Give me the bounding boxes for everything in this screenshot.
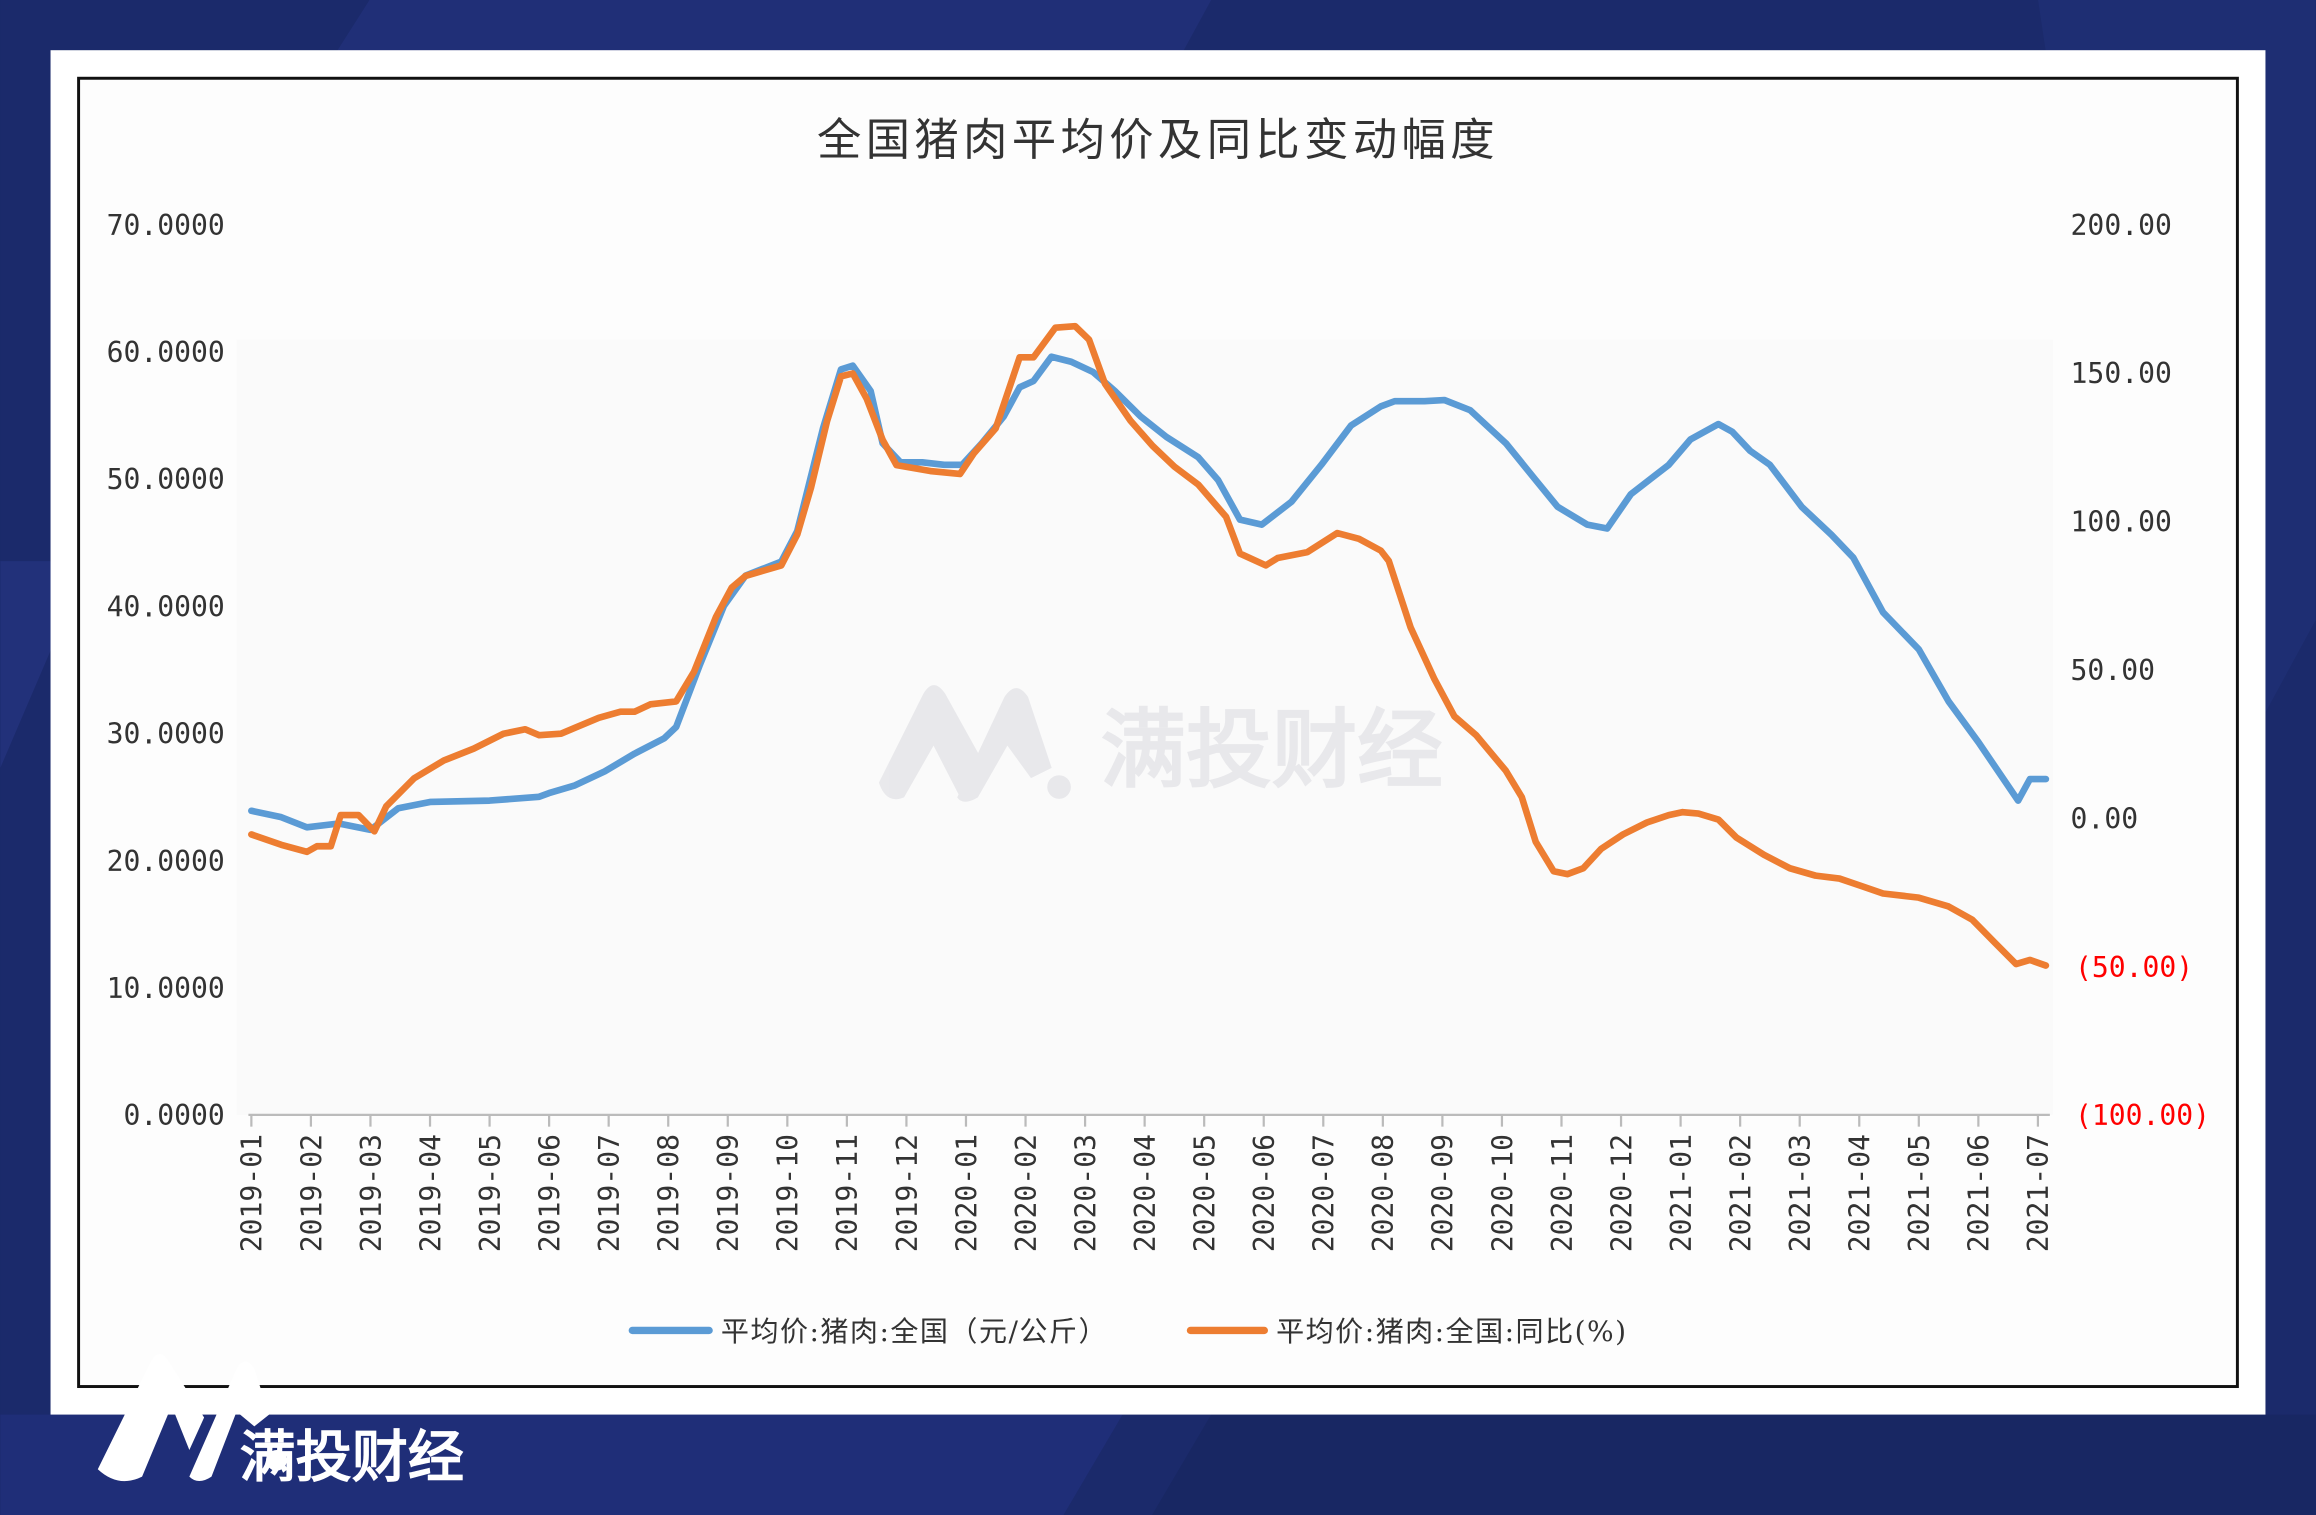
x-tick-label: 2019-08 bbox=[653, 1134, 686, 1252]
series-line-price bbox=[248, 353, 2050, 834]
x-tick-label: 2020-04 bbox=[1129, 1134, 1162, 1252]
y-left-tick-label: 60.0000 bbox=[107, 336, 225, 369]
series-lines bbox=[248, 322, 2050, 969]
x-tick-label: 2020-10 bbox=[1486, 1134, 1519, 1252]
x-tick-label: 2021-06 bbox=[1963, 1134, 1996, 1252]
legend: 平均价:猪肉:全国（元/公斤） 平均价:猪肉:全国:同比(%) bbox=[628, 1315, 1627, 1348]
x-tick-label: 2019-09 bbox=[712, 1134, 745, 1252]
y-right-tick-label: (50.00) bbox=[2075, 951, 2193, 984]
y-left-tick-label: 0.0000 bbox=[123, 1099, 224, 1132]
x-tick-label: 2021-04 bbox=[1844, 1134, 1877, 1252]
x-tick-label: 2019-11 bbox=[831, 1134, 864, 1252]
y-left-tick-label: 30.0000 bbox=[107, 718, 225, 751]
x-tick-label: 2019-04 bbox=[414, 1134, 447, 1252]
x-tick-label: 2019-02 bbox=[295, 1134, 328, 1252]
x-tick-label: 2020-09 bbox=[1427, 1134, 1460, 1252]
footer-brand: 满投财经 bbox=[97, 1354, 464, 1491]
chart-title: 全国猪肉平均价及同比变动幅度 bbox=[817, 115, 1499, 166]
y-right-tick-label: 100.00 bbox=[2071, 506, 2172, 539]
y-left-tick-label: 20.0000 bbox=[107, 845, 225, 878]
x-tick-label: 2019-03 bbox=[355, 1134, 388, 1252]
brand-logo-icon bbox=[97, 1354, 287, 1482]
x-tick-label: 2021-07 bbox=[2022, 1134, 2055, 1252]
y-left-tick-label: 10.0000 bbox=[107, 972, 225, 1005]
watermark-text: 满投财经 bbox=[1100, 702, 1443, 801]
x-tick-label: 2019-07 bbox=[593, 1134, 626, 1252]
x-tick-label: 2020-02 bbox=[1010, 1134, 1043, 1252]
x-tick-label: 2019-12 bbox=[891, 1134, 924, 1252]
y-left-tick-label: 40.0000 bbox=[107, 590, 225, 623]
y-right-tick-label: (100.00) bbox=[2075, 1099, 2210, 1132]
series-line-yoy bbox=[248, 322, 2050, 969]
y-right-tick-label: 200.00 bbox=[2071, 209, 2172, 242]
x-tick-label: 2021-02 bbox=[1724, 1134, 1757, 1252]
x-tick-label: 2021-05 bbox=[1903, 1134, 1936, 1252]
plot-area bbox=[236, 339, 2053, 1115]
watermark: 满投财经 bbox=[878, 685, 1443, 802]
x-tick-label: 2020-08 bbox=[1367, 1134, 1400, 1252]
y-left-tick-label: 70.0000 bbox=[107, 209, 225, 242]
x-tick-label: 2020-06 bbox=[1248, 1134, 1281, 1252]
x-tick-label: 2020-12 bbox=[1605, 1134, 1638, 1252]
x-tick-label: 2020-05 bbox=[1189, 1134, 1222, 1252]
y-right-tick-label: 50.00 bbox=[2071, 654, 2155, 687]
x-tick-label: 2020-11 bbox=[1546, 1134, 1579, 1252]
x-tick-label: 2021-03 bbox=[1784, 1134, 1817, 1252]
x-tick-label: 2021-01 bbox=[1665, 1134, 1698, 1252]
watermark-logo-icon bbox=[878, 685, 1071, 802]
x-tick-label: 2019-06 bbox=[533, 1134, 566, 1252]
x-tick-label: 2019-10 bbox=[772, 1134, 805, 1252]
x-tick-label: 2020-01 bbox=[950, 1134, 983, 1252]
legend-label-price: 平均价:猪肉:全国（元/公斤） bbox=[721, 1315, 1108, 1348]
y-left-tick-label: 50.0000 bbox=[107, 463, 225, 496]
y-right-tick-label: 150.00 bbox=[2071, 357, 2172, 390]
axes: 0.000010.000020.000030.000040.000050.000… bbox=[107, 209, 2210, 1252]
x-tick-label: 2020-07 bbox=[1308, 1134, 1341, 1252]
legend-label-yoy: 平均价:猪肉:全国:同比(%) bbox=[1276, 1315, 1627, 1348]
footer-brand-text: 满投财经 bbox=[240, 1426, 464, 1491]
x-tick-label: 2019-05 bbox=[474, 1134, 507, 1252]
y-right-tick-label: 0.00 bbox=[2071, 802, 2139, 835]
x-tick-label: 2020-03 bbox=[1069, 1134, 1102, 1252]
x-tick-label: 2019-01 bbox=[236, 1134, 269, 1252]
